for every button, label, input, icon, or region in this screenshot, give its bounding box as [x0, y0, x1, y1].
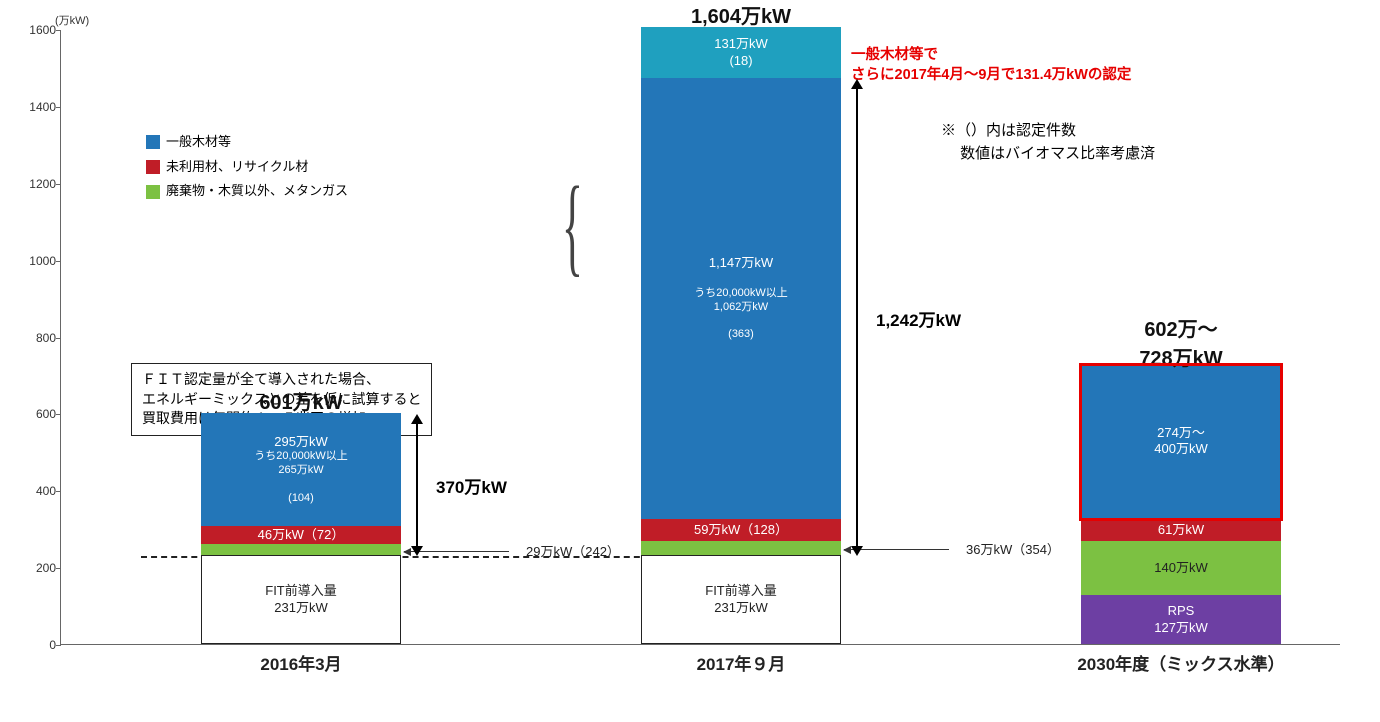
segment-label: うち20,000kW以上 [694, 287, 788, 301]
segment-label: (104) [288, 492, 314, 506]
segment-callout: 36万kW（354） [966, 539, 1060, 558]
legend-swatch [146, 160, 160, 174]
segment-label: RPS [1168, 603, 1195, 619]
bar-segment: 59万kW（128） [641, 519, 841, 542]
bar-group: RPS127万kW 140万kW 61万kW 274万～400万kW [1081, 364, 1281, 644]
segment-label: 1,147万kW [709, 255, 773, 271]
x-axis-label: 2016年3月 [141, 650, 461, 675]
segment-label: 1,062万kW [714, 301, 768, 315]
y-tick: 800 [21, 331, 56, 345]
y-tick: 1200 [21, 177, 56, 191]
bar-total-label: 1,604万kW [621, 0, 861, 29]
bar-total-label: 601万kW [181, 386, 421, 415]
y-tick: 400 [21, 484, 56, 498]
dimension-label: 370万kW [436, 473, 507, 498]
legend-swatch [146, 185, 160, 199]
segment-label: 127万kW [1154, 620, 1207, 636]
segment-label: 231万kW [714, 600, 767, 616]
y-tick: 600 [21, 407, 56, 421]
bar-segment: FIT前導入量231万kW [201, 555, 401, 644]
legend-swatch [146, 135, 160, 149]
segment-label [299, 478, 302, 492]
bar-segment: FIT前導入量231万kW [641, 555, 841, 644]
x-axis-label: 2030年度（ミックス水準） [1021, 650, 1341, 675]
segment-label: 61万kW [1158, 522, 1204, 538]
legend: 一般木材等未利用材、リサイクル材廃棄物・木質以外、メタンガス [146, 130, 348, 204]
legend-label: 未利用材、リサイクル材 [166, 155, 308, 180]
bar-segment: 140万kW [1081, 541, 1281, 595]
bar-segment: 1,147万kW うち20,000kW以上1,062万kW (363) [641, 78, 841, 519]
segment-label: 265万kW [278, 464, 323, 478]
bar-total-label: 602万～728万kW [1061, 313, 1301, 371]
segment-label [739, 315, 742, 329]
segment-label: 131万kW [714, 36, 767, 52]
segment-label: 295万kW [274, 434, 327, 450]
segment-label: (363) [728, 328, 754, 342]
segment-label: 59万kW（128） [694, 522, 788, 538]
segment-label: うち20,000kW以上 [254, 450, 348, 464]
red-annotation: 一般木材等でさらに2017年4月～9月で131.4万kWの認定 [851, 45, 1131, 86]
segment-label: 46万kW（72） [258, 527, 345, 543]
y-axis-unit: (万kW) [55, 12, 89, 28]
segment-label: 400万kW [1154, 441, 1207, 457]
plot-area: 02004006008001000120014001600一般木材等未利用材、リ… [60, 30, 1340, 645]
y-tick: 1000 [21, 254, 56, 268]
segment-label: 274万～ [1157, 425, 1205, 441]
segment-label: 140万kW [1154, 560, 1207, 576]
side-note: ※（）内は認定件数 数値はバイオマス比率考慮済 [941, 120, 1155, 165]
bar-group: FIT前導入量231万kW46万kW（72）295万kWうち20,000kW以上… [201, 413, 401, 644]
legend-label: 一般木材等 [166, 130, 231, 155]
segment-label [739, 271, 743, 287]
dimension-label: 1,242万kW [876, 306, 961, 331]
segment-label: FIT前導入量 [265, 583, 337, 599]
segment-callout: 29万kW（242） [526, 541, 620, 560]
y-tick: 1600 [21, 23, 56, 37]
bar-group: FIT前導入量231万kW 59万kW（128） 1,147万kW うち20,000… [641, 27, 841, 644]
y-tick: 1400 [21, 100, 56, 114]
segment-label: 231万kW [274, 600, 327, 616]
bar-segment: 274万～400万kW [1081, 364, 1281, 518]
brace-icon: { [562, 184, 583, 267]
segment-label: (18) [729, 53, 752, 69]
bar-segment: 295万kWうち20,000kW以上265万kW (104) [201, 413, 401, 526]
segment-label: FIT前導入量 [705, 583, 777, 599]
bar-segment: 61万kW [1081, 518, 1281, 541]
x-axis-label: 2017年９月 [581, 650, 901, 675]
y-tick: 0 [21, 638, 56, 652]
y-tick: 200 [21, 561, 56, 575]
bar-segment: RPS127万kW [1081, 595, 1281, 644]
bar-segment [201, 544, 401, 555]
chart-container: (万kW) 02004006008001000120014001600一般木材等… [0, 0, 1380, 722]
bar-segment: 46万kW（72） [201, 526, 401, 544]
bar-segment [641, 541, 841, 555]
legend-label: 廃棄物・木質以外、メタンガス [166, 179, 348, 204]
bar-segment: 131万kW(18) [641, 27, 841, 77]
